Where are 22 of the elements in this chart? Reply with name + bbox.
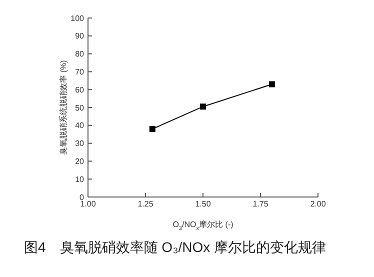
caption: 图4 臭氧脱硝效率随 O₃/NOx 摩尔比的变化规律 <box>23 239 328 257</box>
y-tick-label: 90 <box>75 32 85 41</box>
x-tick-label: 1.50 <box>195 200 212 209</box>
x-tick-label: 1.25 <box>138 200 154 209</box>
y-tick-label: 60 <box>75 85 85 94</box>
x-tick-label: 1.75 <box>252 200 269 209</box>
y-tick-label: 40 <box>75 121 85 130</box>
point <box>269 81 275 88</box>
y-axis-title: 臭氧脱硝系统脱硝效率 (%) <box>59 60 68 155</box>
x-tick-label: 2.00 <box>310 200 326 209</box>
y-tick-label: 80 <box>75 50 85 59</box>
y-tick-label: 100 <box>70 14 85 23</box>
x-axis-title: O$_{3}$/NO$_{x}$摩尔比 (-) <box>172 220 234 232</box>
x-tick-label: 1.00 <box>80 200 96 209</box>
y-tick-label: 0 <box>80 192 85 202</box>
y-tick-label: 30 <box>75 139 85 148</box>
y-tick-label: 70 <box>75 68 85 77</box>
y-tick-label: 20 <box>75 157 85 166</box>
y-tick-label: 10 <box>75 174 85 184</box>
point <box>200 104 206 110</box>
y-tick-label: 50 <box>75 103 85 112</box>
point <box>149 126 156 132</box>
